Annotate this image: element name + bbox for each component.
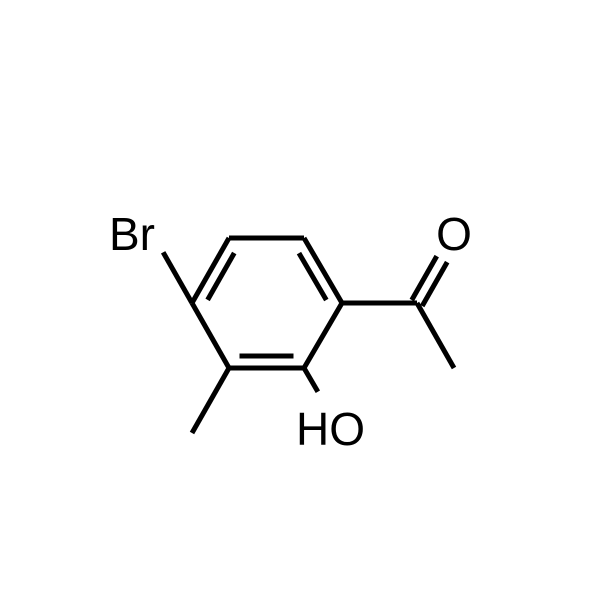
bond (304, 368, 318, 392)
atom-label-oh: HO (296, 403, 365, 455)
bond (422, 262, 447, 306)
bond (192, 303, 229, 368)
bond (299, 253, 326, 300)
bond (304, 303, 342, 368)
bond (412, 256, 437, 300)
bond (192, 368, 229, 433)
bond (417, 303, 454, 368)
atom-label-o: O (436, 208, 472, 260)
bond (208, 253, 235, 300)
molecule-diagram: Br HO O (0, 0, 600, 600)
bond (163, 252, 192, 303)
atom-label-br: Br (109, 208, 155, 260)
